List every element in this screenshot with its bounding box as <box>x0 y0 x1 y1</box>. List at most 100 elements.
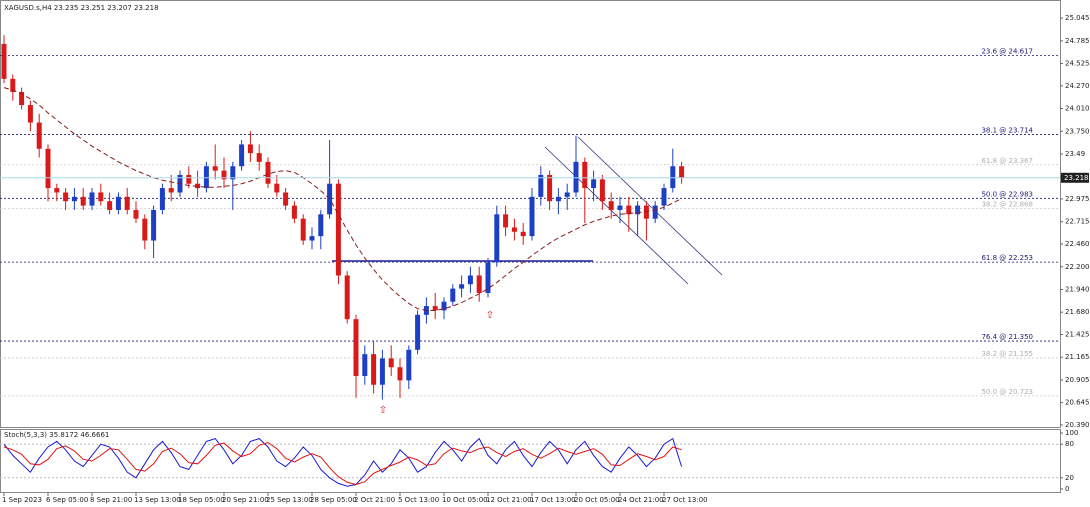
candle-body <box>186 174 192 184</box>
x-tick-label: 28 Sep 05:00 <box>310 496 357 504</box>
x-tick-label: 18 Sep 05:00 <box>178 496 225 504</box>
fib-label: 38.1 @ 23.714 <box>981 126 1033 134</box>
indicator-y-tick-label: 80 <box>1065 440 1074 448</box>
x-tick-label: 24 Oct 21:00 <box>618 496 664 504</box>
y-tick-label: 22.975 <box>1065 195 1090 203</box>
y-tick-label: 24.785 <box>1065 37 1090 45</box>
candle-body <box>538 174 544 197</box>
x-tick-label: 20 Oct 05:00 <box>574 496 620 504</box>
candle-body <box>599 179 605 202</box>
x-tick-label: 25 Sep 13:00 <box>266 496 313 504</box>
candle-body <box>19 91 25 106</box>
candle-body <box>45 148 51 189</box>
candle-body <box>635 205 641 215</box>
candle-body <box>388 358 394 368</box>
candle-body <box>485 262 491 293</box>
y-tick-label: 20.390 <box>1065 421 1090 429</box>
candle-body <box>283 192 289 206</box>
candle-body <box>36 122 42 149</box>
candle-body <box>221 170 227 180</box>
x-tick-label: 5 Oct 13:00 <box>398 496 439 504</box>
fib-label: 61.8 @ 22.253 <box>981 254 1033 262</box>
indicator-y-tick-label: 20 <box>1065 474 1074 482</box>
x-tick-label: 1 Sep 2023 <box>2 496 42 504</box>
candle-body <box>89 192 95 206</box>
y-tick-label: 20.645 <box>1065 399 1090 407</box>
y-tick-label: 21.680 <box>1065 308 1090 316</box>
fib-label: 50.0 @ 22.983 <box>981 190 1033 198</box>
candle-body <box>309 236 315 241</box>
x-tick-label: 17 Oct 13:00 <box>530 496 576 504</box>
candle-body <box>397 367 403 381</box>
candle-body <box>432 306 438 311</box>
y-tick-label: 22.715 <box>1065 218 1090 226</box>
candle-body <box>98 192 104 202</box>
x-tick-label: 20 Sep 21:00 <box>222 496 269 504</box>
y-tick-label: 21.940 <box>1065 285 1090 293</box>
candle-body <box>1 43 7 79</box>
candle-body <box>318 214 324 237</box>
candle-body <box>441 301 447 311</box>
x-tick-label: 6 Sep 05:00 <box>46 496 88 504</box>
candle-body <box>476 275 482 293</box>
indicator-panel-frame <box>0 429 1061 493</box>
candle-body <box>353 319 359 376</box>
chart-title: XAGUSD.s,H4 23.235 23.251 23.207 23.218 <box>4 4 159 12</box>
arrow-icon: ⇧ <box>486 310 494 321</box>
price-tag-bg <box>1061 172 1089 183</box>
candle-body <box>274 183 280 193</box>
candle-body <box>573 161 579 193</box>
arrow-icon: ⇧ <box>379 405 387 416</box>
x-tick-label: 10 Oct 05:00 <box>442 496 488 504</box>
candle-body <box>256 153 262 162</box>
candle-body <box>661 188 667 206</box>
candle-body <box>608 201 614 210</box>
candle-body <box>555 196 561 202</box>
candle-body <box>617 205 623 210</box>
candle-body <box>582 161 588 189</box>
candle-body <box>212 166 218 171</box>
y-tick-label: 21.425 <box>1065 330 1090 338</box>
candle-body <box>379 358 385 385</box>
candle-body <box>406 349 412 381</box>
candle-body <box>511 227 517 232</box>
candle-body <box>652 205 658 219</box>
x-tick-label: 13 Sep 13:00 <box>134 496 181 504</box>
candle-body <box>124 196 130 210</box>
candle-body <box>54 188 60 193</box>
candle-body <box>27 105 33 123</box>
y-tick-label: 22.460 <box>1065 240 1090 248</box>
candle-body <box>362 354 368 376</box>
candle-body <box>133 209 139 219</box>
candle-body <box>151 209 157 241</box>
candle-body <box>80 196 86 206</box>
candle-body <box>63 192 69 202</box>
price-tag: 23.218 <box>1064 174 1089 182</box>
candle-body <box>168 188 174 193</box>
candle-body <box>142 218 148 241</box>
fib-label: 76.4 @ 21.350 <box>981 333 1033 341</box>
candle-body <box>71 196 77 202</box>
y-tick-label: 24.270 <box>1065 82 1090 90</box>
x-tick-label: 8 Sep 21:00 <box>90 496 132 504</box>
y-tick-label: 24.525 <box>1065 60 1090 68</box>
candle-body <box>10 78 16 92</box>
candle-body <box>494 214 500 263</box>
candle-body <box>564 192 570 197</box>
candle-body <box>503 214 509 228</box>
main-panel-frame <box>0 0 1061 428</box>
candle-body <box>371 354 377 385</box>
candle-body <box>247 144 253 154</box>
candle-body <box>415 314 421 350</box>
y-tick-label: 21.165 <box>1065 353 1090 361</box>
candle-body <box>300 218 306 241</box>
indicator-y-tick-label: 100 <box>1065 429 1078 437</box>
candle-body <box>239 144 245 167</box>
candle-body <box>265 161 271 184</box>
candle-body <box>230 166 236 180</box>
candle-body <box>591 179 597 189</box>
candle-body <box>679 166 685 178</box>
x-tick-label: 12 Oct 21:00 <box>486 496 532 504</box>
